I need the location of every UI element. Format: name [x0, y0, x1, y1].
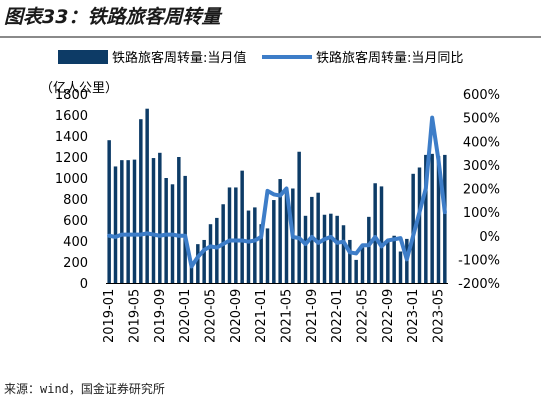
- bar: [132, 159, 137, 284]
- x-tick-label: 2021-05: [280, 289, 295, 343]
- bar: [246, 210, 251, 283]
- bar: [202, 239, 206, 283]
- bar: [360, 247, 365, 283]
- right-tick-label: -100%: [458, 253, 500, 268]
- left-tick-label: 600: [63, 214, 88, 229]
- bar: [316, 192, 320, 283]
- bar: [151, 158, 156, 283]
- bar: [367, 216, 371, 283]
- bar: [335, 215, 339, 283]
- bar: [348, 239, 352, 283]
- x-tick-label: 2022-05: [356, 289, 371, 343]
- bar: [240, 170, 244, 283]
- chart-title: 图表33：铁路旅客周转量: [4, 6, 221, 28]
- left-tick-label: 1200: [55, 151, 88, 166]
- left-tick-label: 0: [80, 277, 88, 292]
- x-tick-label: 2020-09: [229, 289, 244, 343]
- title-divider: [0, 36, 541, 38]
- x-axis: 2019-01 2019-05 2019-09 2020-01 2020-05 2020-…: [102, 289, 446, 343]
- bar: [120, 160, 124, 283]
- bar: [164, 178, 168, 283]
- bar: [392, 235, 396, 283]
- bar: [303, 215, 308, 283]
- left-axis-unit: （亿人公里）: [40, 81, 118, 96]
- bar: [183, 175, 187, 283]
- bar: [278, 179, 282, 283]
- right-axis: -200% -100% 0% 100% 200% 300% 400% 500% 600%: [458, 88, 500, 292]
- right-tick-label: 500%: [463, 112, 500, 127]
- left-tick-label: 1800: [55, 88, 88, 103]
- x-tick-label: 2022-09: [381, 289, 396, 343]
- bar-series: [107, 108, 447, 284]
- bar: [329, 213, 333, 283]
- x-tick-label: 2023-01: [406, 289, 421, 343]
- legend-bar-label: 铁路旅客周转量:当月值: [112, 50, 246, 66]
- x-tick-label: 2023-05: [432, 289, 447, 343]
- x-tick-label: 2019-09: [153, 289, 168, 343]
- right-tick-label: 600%: [463, 88, 500, 103]
- bar: [177, 157, 181, 283]
- right-tick-label: 400%: [463, 135, 500, 150]
- bar: [253, 207, 257, 283]
- bar: [417, 167, 422, 283]
- bar: [139, 119, 143, 283]
- yoy-line-series: [107, 115, 447, 269]
- left-tick-label: 1400: [55, 130, 88, 145]
- bar: [113, 166, 118, 283]
- x-tick-label: 2021-09: [305, 289, 320, 343]
- bar: [373, 183, 377, 283]
- legend-bar-swatch: [58, 50, 108, 64]
- bar: [379, 186, 384, 283]
- left-tick-label: 400: [63, 235, 88, 250]
- x-tick-label: 2020-05: [204, 289, 219, 343]
- bar: [208, 224, 213, 283]
- bar: [196, 244, 200, 283]
- x-tick-label: 2019-01: [102, 289, 117, 343]
- bar: [215, 217, 219, 283]
- right-tick-label: 100%: [463, 206, 500, 221]
- left-tick-label: 1600: [55, 109, 88, 124]
- bar: [341, 225, 346, 283]
- right-tick-label: 200%: [463, 183, 500, 198]
- bar: [234, 187, 238, 283]
- x-tick-label: 2019-05: [128, 289, 143, 343]
- bar: [227, 187, 232, 283]
- x-tick-label: 2020-01: [178, 289, 193, 343]
- bar: [310, 196, 314, 283]
- bar: [443, 154, 447, 283]
- left-tick-label: 800: [63, 193, 88, 208]
- bar: [158, 152, 162, 283]
- bar: [265, 228, 270, 283]
- bar: [424, 154, 428, 283]
- bar: [386, 241, 390, 283]
- legend: 铁路旅客周转量:当月值 铁路旅客周转量:当月同比: [58, 50, 463, 66]
- right-tick-label: -200%: [458, 277, 500, 292]
- left-axis: 0 200 400 600 800 1000 1200 1400 1600 1800: [55, 88, 88, 292]
- bar: [322, 214, 327, 283]
- bar: [272, 200, 276, 283]
- bar: [259, 224, 263, 283]
- bar: [189, 262, 194, 283]
- bar: [430, 153, 434, 283]
- right-tick-label: 300%: [463, 159, 500, 174]
- bar: [436, 155, 441, 283]
- bar: [126, 160, 130, 283]
- bar: [297, 151, 301, 283]
- legend-line-label: 铁路旅客周转量:当月同比: [316, 50, 463, 66]
- x-tick-label: 2022-01: [330, 289, 345, 343]
- source-note: 来源：wind，国金证券研究所: [4, 382, 165, 396]
- bar: [354, 259, 358, 283]
- left-tick-label: 200: [63, 256, 88, 271]
- left-tick-label: 1000: [55, 172, 88, 187]
- bar: [398, 251, 403, 283]
- right-tick-label: 0%: [479, 230, 500, 245]
- bar: [145, 108, 149, 283]
- bar: [284, 192, 289, 283]
- x-tick-label: 2021-01: [254, 289, 269, 343]
- bar: [107, 140, 111, 283]
